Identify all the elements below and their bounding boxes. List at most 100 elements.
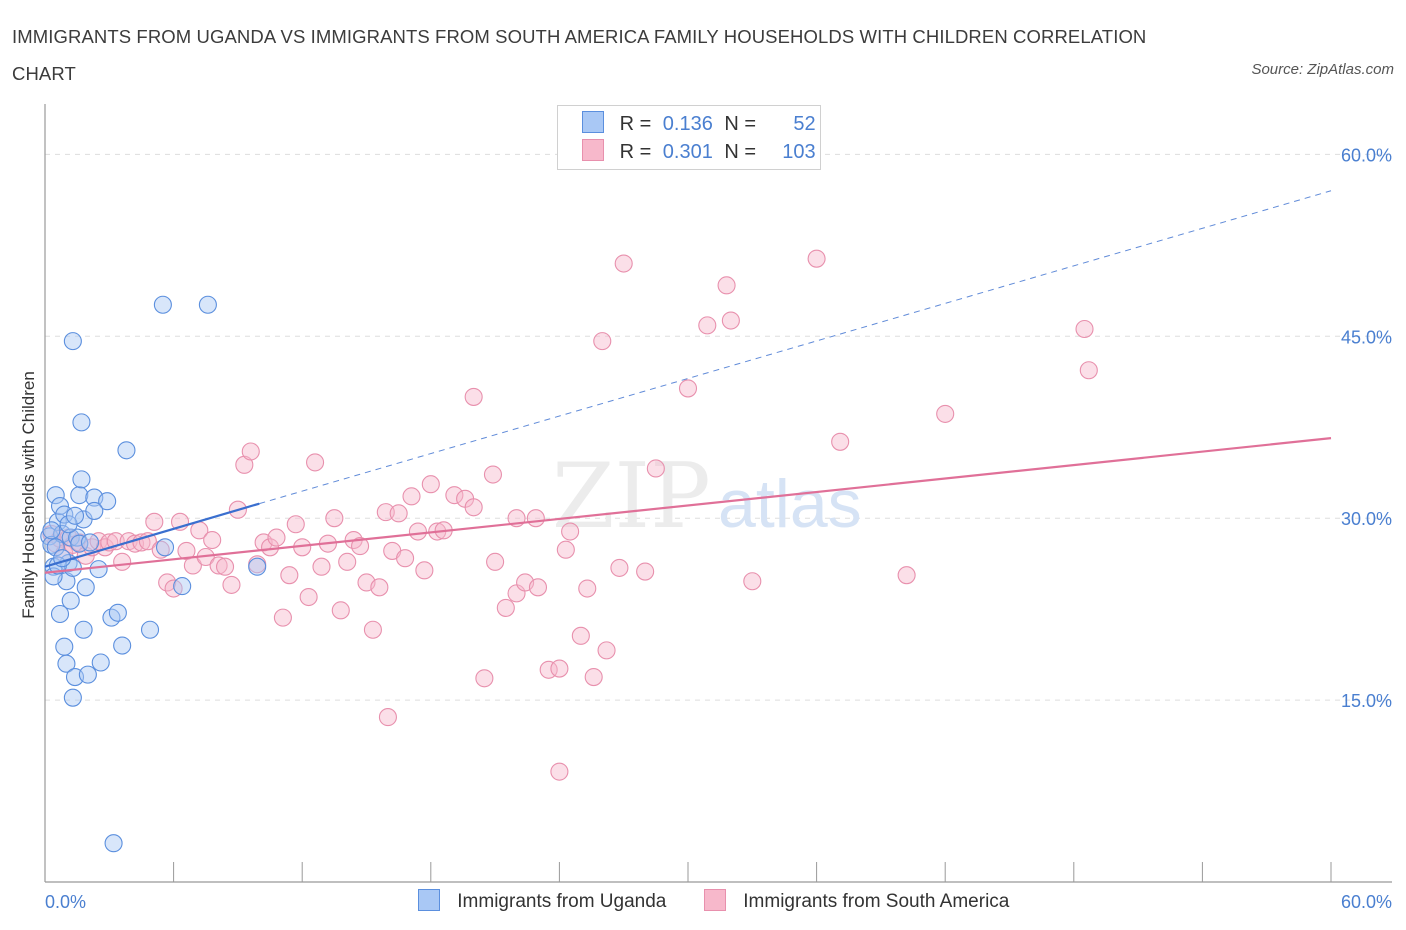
data-point-uganda (173, 577, 192, 596)
data-point-south-america (415, 561, 434, 580)
data-point-south-america (299, 587, 318, 607)
data-point-south-america (475, 669, 494, 688)
data-point-uganda (108, 603, 127, 622)
watermark: ZIP atlas (552, 444, 862, 549)
data-point-uganda (104, 834, 123, 853)
legend-n-value-south-america: 103 (782, 141, 816, 163)
data-point-south-america (351, 537, 370, 556)
data-point-uganda (72, 470, 91, 489)
data-point-south-america (936, 404, 955, 423)
data-point-south-america (721, 311, 740, 330)
legend-swatch-uganda (582, 111, 604, 133)
data-point-south-america (1079, 361, 1098, 380)
legend-label-south-america: Immigrants from South America (743, 891, 1010, 912)
data-point-uganda (65, 506, 85, 525)
data-point-south-america (280, 566, 299, 585)
data-point-south-america (678, 379, 698, 398)
data-point-south-america (241, 442, 260, 461)
data-point-south-america (584, 668, 603, 687)
series-uganda-points (40, 295, 267, 853)
data-point-south-america (464, 387, 483, 406)
y-axis-label: Family Households with Children (19, 371, 38, 619)
data-point-south-america (636, 562, 655, 581)
data-point-south-america (389, 504, 408, 523)
y-tick-label: 15.0% (1341, 691, 1392, 711)
data-point-south-america (717, 276, 736, 295)
data-point-south-america (464, 498, 483, 517)
trend-line-uganda (44, 502, 260, 568)
source-label: Source: ZipAtlas.com (1251, 61, 1394, 78)
data-point-south-america (145, 512, 164, 531)
data-point-south-america (486, 552, 505, 571)
data-point-south-america (526, 509, 545, 528)
data-point-south-america (561, 522, 580, 541)
data-point-uganda (74, 620, 93, 639)
data-point-uganda (63, 332, 82, 351)
legend-swatch-south-america (704, 889, 726, 911)
legend-item-uganda[interactable]: Immigrants from Uganda (418, 888, 666, 916)
legend-n-label: N = (724, 141, 757, 163)
legend-item-south-america[interactable]: Immigrants from South America (704, 888, 1009, 916)
data-point-south-america (363, 620, 382, 639)
y-tick-label: 60.0% (1341, 145, 1392, 165)
data-point-south-america (578, 579, 597, 598)
data-point-uganda (78, 665, 97, 684)
axes (44, 104, 1392, 883)
trend-lines (44, 190, 1332, 574)
data-point-south-america (338, 552, 357, 571)
data-point-south-america (312, 557, 331, 576)
data-point-uganda (117, 441, 136, 460)
data-point-south-america (831, 432, 850, 451)
legend-swatch-uganda (418, 889, 440, 911)
legend-n-label: N = (724, 113, 757, 135)
data-point-uganda (198, 295, 217, 314)
data-point-south-america (571, 626, 590, 645)
series-south-america-points (42, 249, 1098, 781)
data-point-south-america (743, 572, 762, 591)
data-point-south-america (807, 249, 826, 268)
chart-title: IMMIGRANTS FROM UGANDA VS IMMIGRANTS FRO… (12, 26, 1147, 84)
stats-legend: R = 0.136 N = 52 R = 0.301 N = 103 (557, 105, 821, 170)
data-point-south-america (325, 509, 344, 528)
data-point-uganda (70, 486, 89, 505)
y-tick-label: 30.0% (1341, 509, 1392, 529)
data-point-south-america (597, 641, 616, 660)
x-tick-label: 60.0% (1341, 892, 1392, 912)
legend-row-south-america: R = 0.301 N = 103 (582, 139, 816, 165)
data-point-uganda (63, 688, 82, 707)
data-point-south-america (396, 549, 415, 568)
legend-r-label: R = (619, 141, 652, 163)
data-point-south-america (209, 556, 228, 575)
data-point-south-america (222, 575, 241, 594)
data-point-uganda (113, 636, 132, 655)
legend-r-value-uganda: 0.136 (662, 113, 713, 135)
data-point-south-america (203, 530, 222, 550)
data-point-south-america (556, 540, 575, 559)
data-point-south-america (496, 598, 515, 617)
data-point-uganda (46, 486, 65, 505)
data-point-uganda (50, 497, 70, 516)
data-point-uganda (72, 413, 91, 432)
data-point-uganda (42, 521, 61, 540)
data-point-south-america (376, 503, 395, 522)
data-point-south-america (306, 453, 325, 472)
data-point-south-america (550, 762, 569, 781)
watermark-atlas: atlas (718, 466, 862, 542)
data-point-uganda (91, 653, 110, 672)
data-point-south-america (215, 557, 235, 576)
y-tick-label: 45.0% (1341, 327, 1392, 347)
data-point-uganda (98, 492, 117, 511)
legend-swatch-south-america (582, 139, 604, 161)
data-point-south-america (331, 601, 350, 620)
legend-r-value-south-america: 0.301 (662, 141, 713, 163)
data-point-south-america (646, 459, 665, 478)
data-point-uganda (57, 654, 76, 673)
data-point-uganda (248, 557, 267, 576)
data-point-south-america (483, 465, 503, 484)
data-point-uganda (61, 591, 80, 610)
data-point-south-america (614, 254, 633, 273)
data-point-south-america (113, 552, 132, 571)
trend-line-south-america (44, 437, 1332, 574)
data-point-south-america (593, 332, 612, 351)
